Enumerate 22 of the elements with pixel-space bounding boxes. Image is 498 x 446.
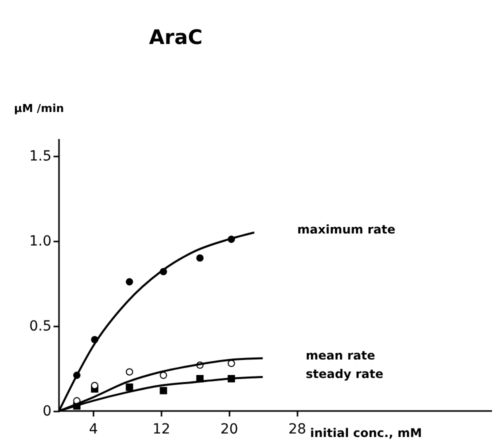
x-tick-label: 20 xyxy=(220,422,238,438)
text: mean rate xyxy=(306,348,376,362)
y-tick-label: 1.0 xyxy=(29,234,52,250)
x-tick-label: 12 xyxy=(152,422,170,438)
point xyxy=(228,360,236,368)
x-tick-label: 28 xyxy=(288,422,306,438)
point xyxy=(126,384,134,391)
y-tick-label: 0.5 xyxy=(29,318,52,334)
point xyxy=(126,278,134,286)
y-tick-label: 1.5 xyxy=(29,148,52,164)
x-tick-label: 4 xyxy=(89,422,98,438)
point xyxy=(196,254,204,262)
point xyxy=(160,386,168,394)
point xyxy=(90,382,98,390)
x-axis-title: initial conc., mM xyxy=(310,426,422,440)
point xyxy=(126,368,134,376)
chart-title: AraC xyxy=(149,25,203,49)
text: steady rate xyxy=(306,367,384,381)
point xyxy=(160,372,168,379)
y-axis-title: μM /min xyxy=(14,102,64,115)
text: maximum rate xyxy=(297,222,396,236)
y-tick-label: 0 xyxy=(42,404,52,420)
